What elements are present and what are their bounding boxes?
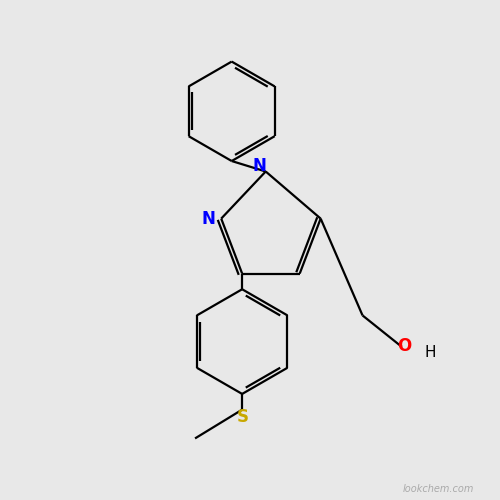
Text: N: N bbox=[201, 210, 215, 228]
Text: S: S bbox=[237, 408, 249, 426]
Text: N: N bbox=[252, 158, 266, 176]
Text: O: O bbox=[398, 337, 411, 355]
Text: H: H bbox=[425, 344, 436, 360]
Text: lookchem.com: lookchem.com bbox=[402, 484, 474, 494]
